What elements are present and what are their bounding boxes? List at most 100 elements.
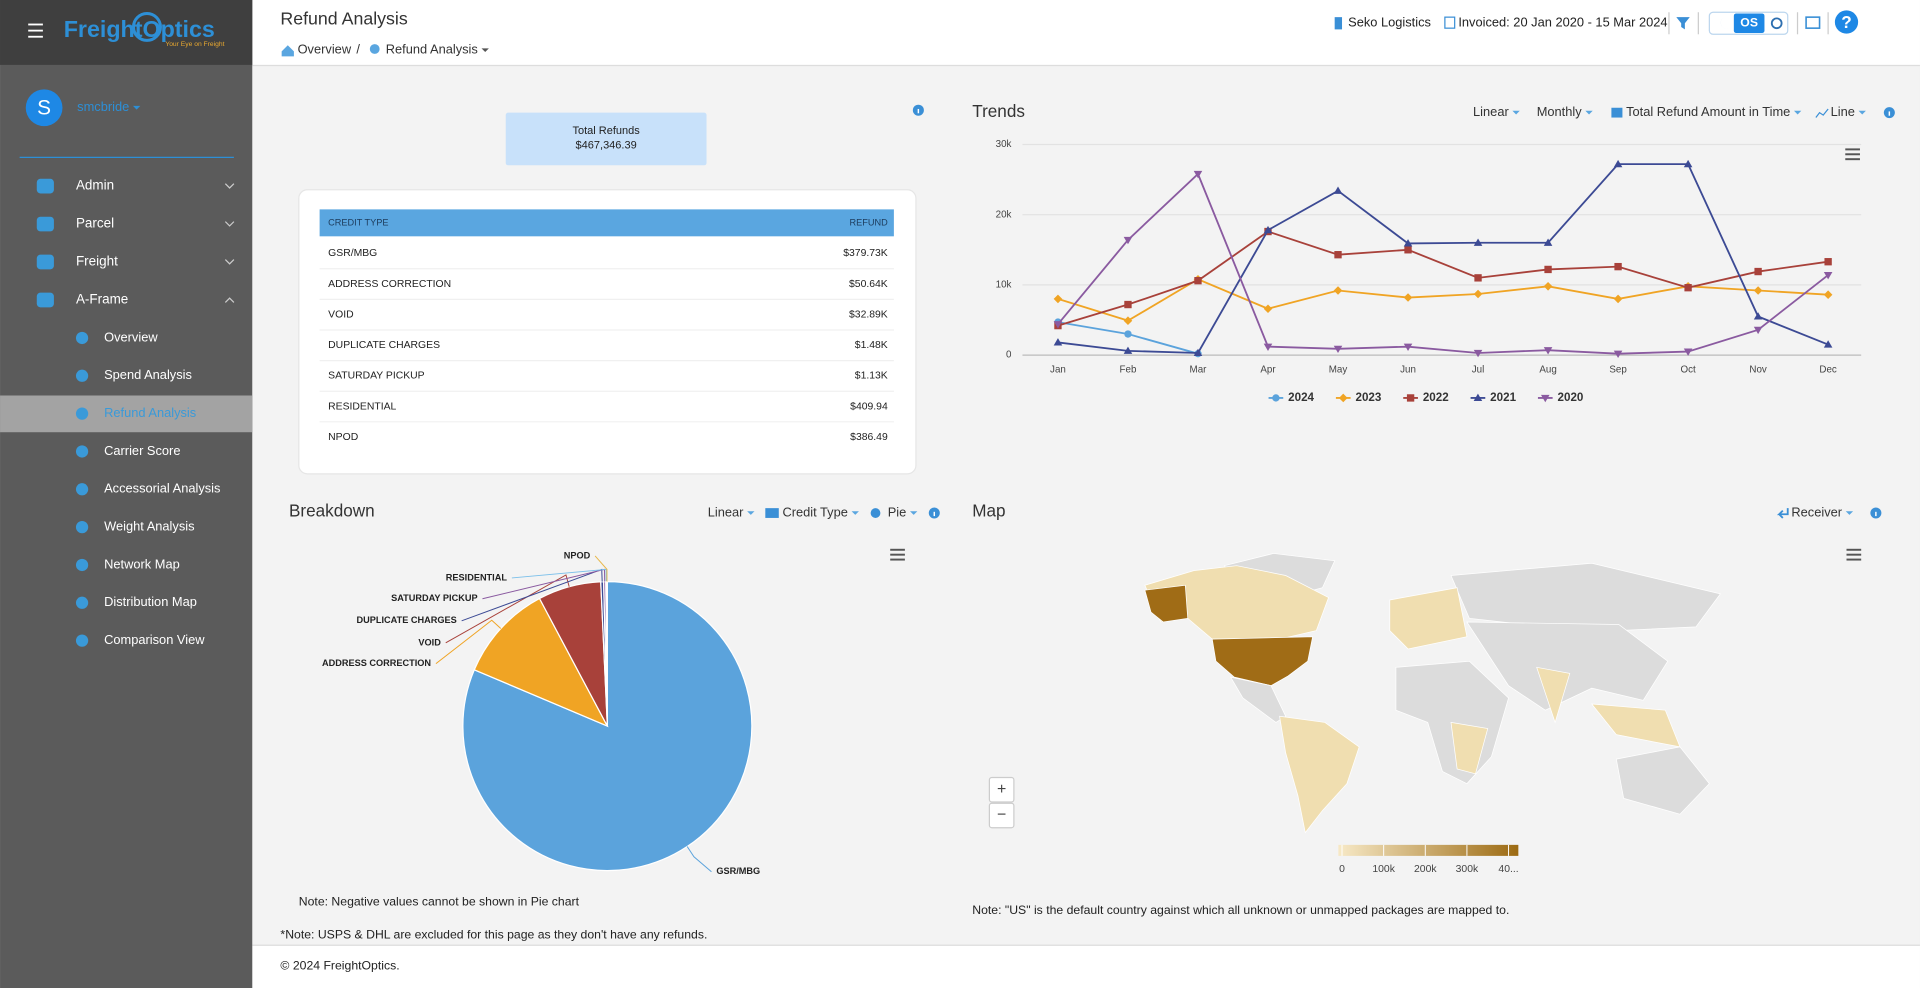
submenu-item[interactable]: Accessorial Analysis <box>104 481 220 496</box>
chart-control[interactable]: Receiver <box>1791 504 1842 519</box>
chart-menu-icon[interactable] <box>890 548 905 561</box>
menu-chevron <box>224 297 235 303</box>
menu-item[interactable]: Admin <box>76 178 114 193</box>
breadcrumb-separator: / <box>356 42 360 57</box>
table-cell: $32.89K <box>849 309 888 320</box>
submenu-item[interactable]: Distribution Map <box>104 594 197 609</box>
chart-control[interactable]: Pie <box>888 504 907 519</box>
marker <box>1823 340 1833 348</box>
submenu-icon <box>75 483 89 496</box>
chart-control[interactable]: Linear <box>708 504 744 519</box>
x-tick-label: Jul <box>1472 364 1485 375</box>
chart-control[interactable]: Credit Type <box>782 504 847 519</box>
submenu-item[interactable]: Network Map <box>104 556 180 571</box>
pie-connector <box>511 568 607 582</box>
breadcrumb-current[interactable]: Refund Analysis <box>386 42 478 57</box>
marker <box>1544 265 1552 274</box>
avatar[interactable] <box>25 89 63 127</box>
map-region <box>1615 746 1710 815</box>
marker <box>1193 348 1203 357</box>
legend-item[interactable] <box>1335 393 1351 403</box>
legend-label: 2020 <box>1558 391 1584 404</box>
dropdown-caret <box>1512 110 1520 115</box>
submenu-item[interactable]: Refund Analysis <box>104 405 196 420</box>
map-region <box>1144 584 1189 623</box>
marker <box>1753 312 1763 320</box>
table-cell: RESIDENTIAL <box>328 401 396 412</box>
marker <box>1053 321 1063 329</box>
submenu-item[interactable]: Carrier Score <box>104 443 180 458</box>
header-bar <box>252 0 1920 65</box>
pie-label: RESIDENTIAL <box>446 572 508 582</box>
menu-item[interactable]: Freight <box>76 254 118 269</box>
marker <box>1543 347 1553 355</box>
breadcrumb-icon <box>369 44 380 54</box>
series-line <box>1057 163 1829 354</box>
legend-item[interactable] <box>1268 394 1284 402</box>
map-region <box>1279 715 1360 834</box>
menu-chevron <box>224 259 235 265</box>
breadcrumb-link[interactable]: Overview <box>298 42 352 57</box>
marker <box>1540 394 1550 403</box>
table-cell: $386.49 <box>850 432 888 443</box>
marker <box>1053 338 1063 346</box>
chart-menu-icon[interactable] <box>1845 148 1860 161</box>
zoom-out-button[interactable] <box>988 802 1015 829</box>
menu-icon <box>36 178 54 194</box>
chart-control[interactable]: Line <box>1831 104 1855 119</box>
table-cell: $1.13K <box>855 371 888 382</box>
submenu-item[interactable]: Spend Analysis <box>104 367 192 382</box>
avatar-initial: S <box>37 96 51 119</box>
submenu-icon <box>75 331 89 345</box>
x-tick-label: Feb <box>1120 364 1137 375</box>
chart-control[interactable]: Linear <box>1473 104 1509 119</box>
submenu-item[interactable]: Comparison View <box>104 632 205 647</box>
x-tick-label: Mar <box>1190 364 1208 375</box>
menu-item[interactable]: Parcel <box>76 216 114 231</box>
series-line <box>1057 172 1829 355</box>
marker <box>1124 300 1132 309</box>
date-range[interactable]: Invoiced: 20 Jan 2020 - 15 Mar 2024 <box>1458 15 1667 30</box>
marker <box>1334 251 1342 259</box>
marker <box>1338 393 1348 403</box>
user-name[interactable]: smcbride <box>77 99 129 114</box>
series-line <box>1057 230 1829 327</box>
pie-connector <box>686 846 712 873</box>
chart-control[interactable]: Total Refund Amount in Time <box>1626 104 1790 119</box>
filter-icon[interactable] <box>1676 17 1690 30</box>
pie-label: DUPLICATE CHARGES <box>357 615 457 625</box>
dropdown-caret <box>1793 110 1802 115</box>
receiver-icon <box>1776 508 1789 519</box>
x-tick-label: May <box>1329 364 1348 375</box>
chart-menu-icon[interactable] <box>1846 548 1862 561</box>
menu-item[interactable]: A-Frame <box>76 292 128 307</box>
info-icon[interactable] <box>1883 107 1895 119</box>
legend-item[interactable] <box>1403 394 1418 402</box>
marker <box>1613 350 1623 358</box>
map-region <box>1466 621 1669 711</box>
marker <box>1123 236 1133 245</box>
client-icon <box>1334 17 1343 30</box>
legend-item[interactable] <box>1470 393 1486 402</box>
submenu-item[interactable]: Weight Analysis <box>104 519 194 534</box>
table-view-icon[interactable] <box>1805 16 1821 29</box>
client-selector[interactable]: Seko Logistics <box>1348 15 1431 30</box>
theme-os-button[interactable] <box>1733 13 1765 34</box>
chart-control[interactable]: Monthly <box>1537 104 1583 119</box>
marker <box>1473 238 1483 246</box>
pie-connector <box>445 574 570 644</box>
pie-label: VOID <box>418 637 441 647</box>
calendar-icon <box>1444 16 1456 29</box>
legend-label: 2021 <box>1490 391 1516 404</box>
legend-item[interactable] <box>1537 394 1553 403</box>
hamburger-icon[interactable] <box>28 23 43 38</box>
info-icon[interactable] <box>928 507 940 519</box>
info-icon[interactable] <box>1870 507 1882 519</box>
table-header-cell: REFUND <box>850 217 889 227</box>
control-icon <box>870 508 881 518</box>
zoom-in-button[interactable] <box>988 776 1015 803</box>
help-icon[interactable] <box>1834 10 1859 34</box>
info-icon[interactable] <box>912 104 924 116</box>
submenu-item[interactable]: Overview <box>104 329 158 344</box>
dropdown-caret <box>747 511 755 515</box>
